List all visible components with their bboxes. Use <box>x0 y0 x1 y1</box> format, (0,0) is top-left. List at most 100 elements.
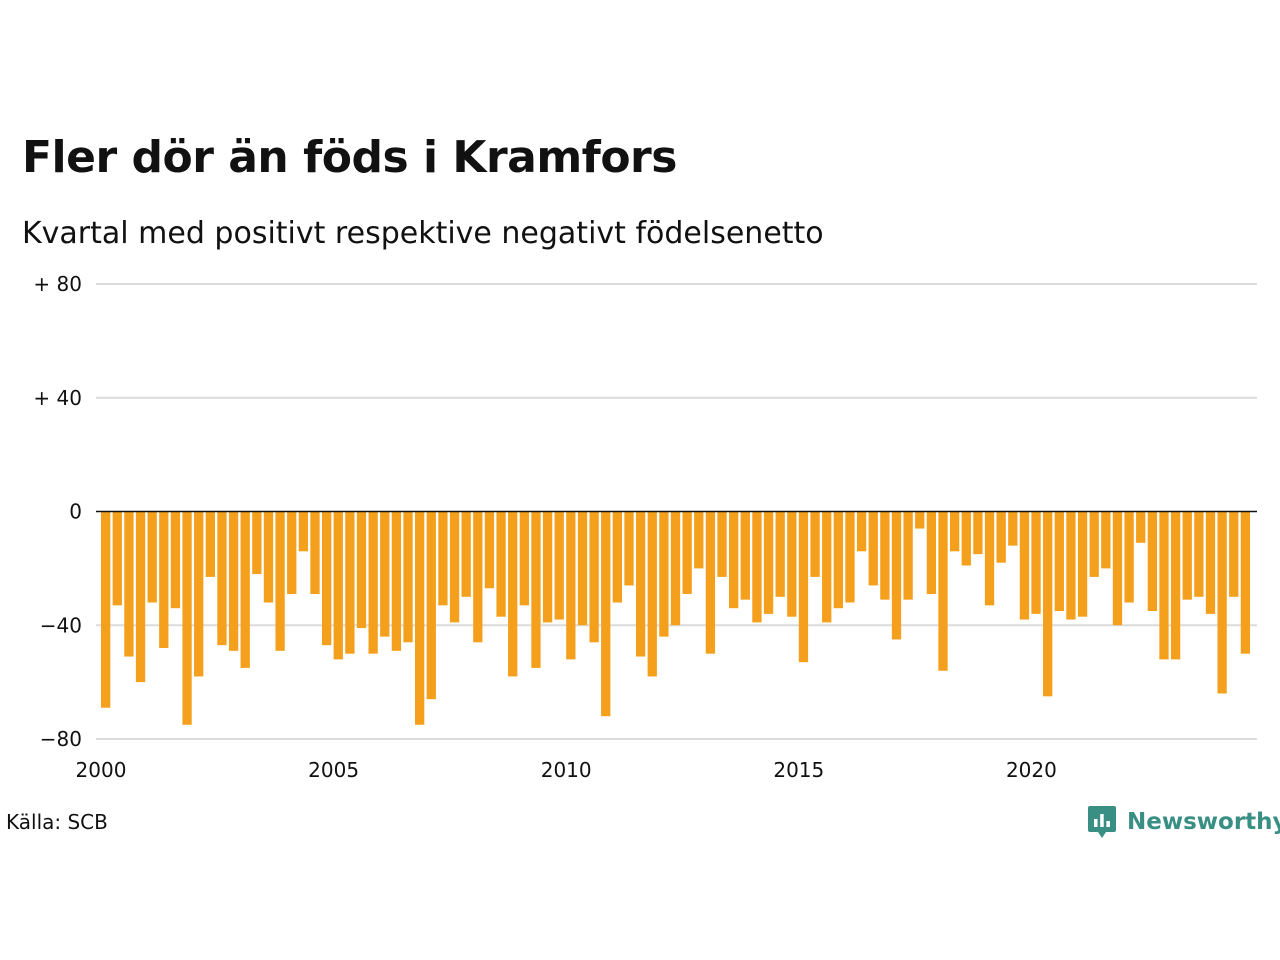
bar <box>845 511 855 603</box>
bar <box>496 511 506 617</box>
bar <box>159 511 169 648</box>
source-note: Källa: SCB <box>6 810 108 834</box>
bar <box>345 511 355 654</box>
x-tick-label: 2015 <box>773 758 824 782</box>
bar <box>787 511 797 617</box>
bar <box>298 511 309 552</box>
bar <box>682 511 692 594</box>
bar <box>1066 511 1076 620</box>
bar <box>287 511 297 594</box>
bar <box>670 511 681 626</box>
bar <box>380 511 390 637</box>
bar <box>1194 511 1204 597</box>
bar <box>240 511 250 668</box>
bars <box>101 511 1251 725</box>
y-axis-ticks: + 80 + 40 0 −40 −80 <box>33 272 82 751</box>
bar <box>1043 511 1053 697</box>
bar <box>391 511 402 651</box>
bar <box>822 511 832 623</box>
x-tick-label: 2010 <box>541 758 592 782</box>
bar <box>1008 511 1018 546</box>
bar <box>961 511 971 566</box>
bar <box>1089 511 1099 577</box>
bar <box>880 511 890 600</box>
x-tick-label: 2000 <box>76 758 127 782</box>
bar <box>321 511 332 646</box>
bar <box>415 511 425 725</box>
bar <box>752 511 762 623</box>
bar <box>333 511 343 660</box>
bar <box>635 511 646 657</box>
brand-name: Newsworthy <box>1127 809 1280 835</box>
x-tick-label: 2005 <box>308 758 359 782</box>
bar <box>531 511 541 668</box>
bar <box>612 511 623 603</box>
bar <box>252 511 262 575</box>
bar <box>694 511 704 569</box>
bar <box>1217 511 1227 694</box>
bar <box>775 511 785 597</box>
bar <box>949 511 960 552</box>
bar <box>833 511 843 609</box>
bar <box>484 511 495 589</box>
chart-title: Fler dör än föds i Kramfors <box>22 132 677 183</box>
bar <box>705 511 716 654</box>
y-tick-label: 0 <box>69 500 82 524</box>
bar <box>182 511 192 725</box>
bar <box>217 511 227 646</box>
bar <box>903 511 913 600</box>
bar <box>519 511 529 606</box>
bar <box>473 511 483 643</box>
bar <box>263 511 274 603</box>
bar <box>1112 511 1123 626</box>
bar <box>996 511 1006 563</box>
bar <box>426 511 436 700</box>
bar <box>124 511 134 657</box>
bar <box>763 511 774 614</box>
bar <box>147 511 157 603</box>
bar <box>891 511 902 640</box>
bar <box>566 511 576 660</box>
bar <box>438 511 448 606</box>
bar <box>1229 511 1239 597</box>
bar <box>205 511 215 577</box>
bar <box>135 511 146 683</box>
bar <box>729 511 739 609</box>
bar <box>1054 511 1064 612</box>
bar <box>1147 511 1157 612</box>
bar <box>1101 511 1111 569</box>
x-tick-label: 2020 <box>1006 758 1057 782</box>
bar <box>1077 511 1088 617</box>
bar <box>589 511 599 643</box>
y-tick-label: + 80 <box>33 272 82 296</box>
bar <box>798 511 809 663</box>
newsworthy-logo-icon <box>1088 806 1116 838</box>
bar <box>717 511 727 577</box>
y-tick-label: −40 <box>40 613 82 637</box>
bar <box>449 511 460 623</box>
bar <box>938 511 948 671</box>
bar <box>228 511 239 651</box>
bar <box>554 511 564 620</box>
bar <box>1182 511 1192 600</box>
bar <box>461 511 471 597</box>
bar <box>1240 511 1251 654</box>
bar <box>810 511 820 577</box>
bar <box>508 511 518 677</box>
bar <box>659 511 669 637</box>
bar <box>275 511 285 651</box>
chart-subtitle: Kvartal med positivt respektive negativt… <box>22 216 824 251</box>
bar <box>601 511 611 717</box>
bar <box>1031 511 1041 614</box>
bar <box>368 511 378 654</box>
bar <box>647 511 657 677</box>
bar <box>101 511 111 708</box>
x-axis-ticks: 2000 2005 2010 2015 2020 <box>76 758 1057 782</box>
bar <box>170 511 181 609</box>
y-tick-label: + 40 <box>33 386 82 410</box>
bar <box>1124 511 1134 603</box>
bar <box>868 511 878 586</box>
bar <box>1136 511 1146 543</box>
bar <box>926 511 937 594</box>
bar <box>856 511 867 552</box>
